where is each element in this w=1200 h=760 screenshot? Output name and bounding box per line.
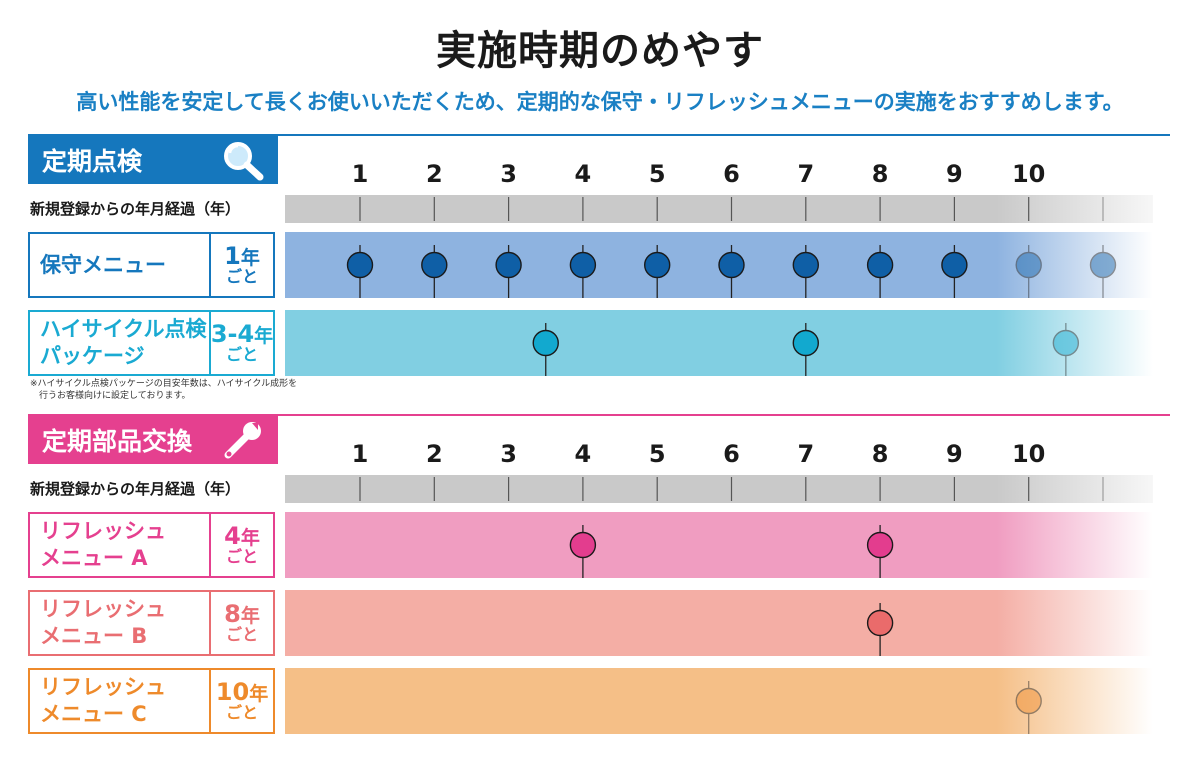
menu-label-box: リフレッシュ メニュー A 4年 ごと bbox=[28, 512, 275, 578]
year-tick-label: 3 bbox=[500, 160, 517, 188]
frequency-number: 4 bbox=[224, 522, 241, 550]
frequency-unit: 年 bbox=[254, 325, 274, 347]
menu-name: リフレッシュ メニュー C bbox=[40, 675, 166, 726]
frequency-suffix: ごと bbox=[225, 267, 258, 287]
frequency-suffix: ごと bbox=[225, 703, 258, 723]
frequency-box: 3-4年 ごと bbox=[209, 312, 273, 374]
magnifier-icon bbox=[220, 139, 266, 181]
frequency-value: 4年 bbox=[224, 522, 260, 550]
section-header: 定期点検 bbox=[28, 136, 278, 184]
axis-label: 新規登録からの年月経過（年） bbox=[30, 200, 241, 218]
year-tick-label: 5 bbox=[648, 160, 666, 188]
frequency-number: 10 bbox=[215, 678, 250, 706]
menu-label-box: リフレッシュ メニュー C 10年 ごと bbox=[28, 668, 275, 734]
menu-name: 保守メニュー bbox=[40, 252, 166, 277]
section-divider bbox=[28, 414, 1170, 416]
year-tick-label: 5 bbox=[648, 440, 666, 468]
frequency-value: 1年 bbox=[224, 242, 260, 270]
frequency-box: 1年 ごと bbox=[209, 234, 273, 296]
year-tick-label: 6 bbox=[723, 160, 740, 188]
frequency-suffix: ごと bbox=[225, 547, 258, 567]
section-title: 定期点検 bbox=[42, 147, 143, 176]
year-tick-label: 4 bbox=[574, 160, 592, 188]
menu-label-box: ハイサイクル点検 パッケージ 3-4年 ごと bbox=[28, 310, 275, 376]
frequency-suffix: ごと bbox=[225, 625, 258, 645]
menu-name: ハイサイクル点検 パッケージ bbox=[40, 317, 207, 368]
frequency-value: 8年 bbox=[224, 600, 260, 628]
frequency-number: 3-4 bbox=[210, 320, 255, 348]
year-tick-label: 6 bbox=[723, 440, 740, 468]
year-tick-label: 10 bbox=[1011, 440, 1046, 468]
year-tick-label: 7 bbox=[797, 160, 815, 188]
year-tick-label: 4 bbox=[574, 440, 592, 468]
page-subtitle: 高い性能を安定して長くお使いいただくため、定期的な保守・リフレッシュメニューの実… bbox=[76, 90, 1124, 114]
frequency-unit: 年 bbox=[240, 605, 260, 627]
timeline-bar bbox=[285, 668, 1153, 734]
section-divider bbox=[28, 134, 1170, 136]
frequency-number: 8 bbox=[224, 600, 241, 628]
menu-label-box: リフレッシュ メニュー B 8年 ごと bbox=[28, 590, 275, 656]
frequency-unit: 年 bbox=[240, 527, 260, 549]
frequency-value: 3-4年 bbox=[210, 320, 274, 348]
footnote: ※ハイサイクル点検パッケージの目安年数は、ハイサイクル成形を 行うお客様向けに設… bbox=[30, 379, 298, 401]
year-tick-label: 9 bbox=[946, 160, 963, 188]
year-tick-label: 2 bbox=[425, 440, 443, 468]
frequency-box: 4年 ごと bbox=[209, 514, 273, 576]
section-header: 定期部品交換 bbox=[28, 416, 278, 464]
year-tick-label: 7 bbox=[797, 440, 815, 468]
frequency-number: 1 bbox=[224, 242, 241, 270]
menu-name: リフレッシュ メニュー A bbox=[40, 519, 166, 570]
menu-name: リフレッシュ メニュー B bbox=[40, 597, 166, 648]
frequency-box: 8年 ごと bbox=[209, 592, 273, 654]
wrench-icon bbox=[220, 419, 266, 461]
year-tick-label: 2 bbox=[425, 160, 443, 188]
frequency-unit: 年 bbox=[249, 683, 269, 705]
year-tick-label: 8 bbox=[871, 160, 889, 188]
page-title: 実施時期のめやす bbox=[436, 28, 764, 74]
year-tick-label: 3 bbox=[500, 440, 517, 468]
axis-bar bbox=[285, 195, 1153, 223]
timeline-bar bbox=[285, 512, 1153, 578]
frequency-suffix: ごと bbox=[225, 345, 258, 365]
year-tick-label: 8 bbox=[871, 440, 889, 468]
axis-bar bbox=[285, 475, 1153, 503]
timeline-bar bbox=[285, 590, 1153, 656]
menu-label-box: 保守メニュー 1年 ごと bbox=[28, 232, 275, 298]
year-tick-label: 1 bbox=[351, 440, 369, 468]
timeline-bar bbox=[285, 310, 1153, 376]
frequency-unit: 年 bbox=[240, 247, 260, 269]
year-tick-label: 9 bbox=[946, 440, 963, 468]
axis-label: 新規登録からの年月経過（年） bbox=[30, 480, 241, 498]
frequency-value: 10年 bbox=[215, 678, 269, 706]
timeline-bar bbox=[285, 232, 1153, 298]
section-title: 定期部品交換 bbox=[42, 427, 193, 456]
frequency-box: 10年 ごと bbox=[209, 670, 273, 732]
year-tick-label: 1 bbox=[351, 160, 369, 188]
year-tick-label: 10 bbox=[1011, 160, 1046, 188]
